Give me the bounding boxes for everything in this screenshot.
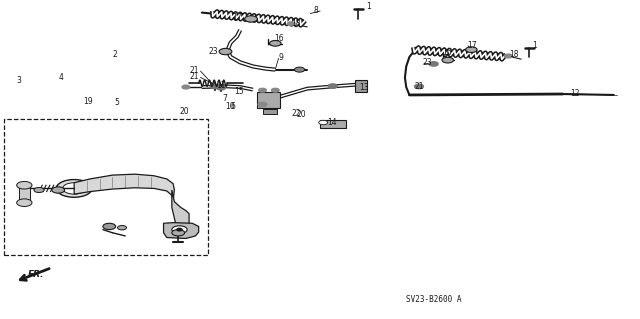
Text: 5: 5 <box>115 98 119 107</box>
Circle shape <box>328 84 337 88</box>
Circle shape <box>216 85 225 90</box>
Circle shape <box>258 102 267 107</box>
Text: 4: 4 <box>58 73 63 82</box>
Bar <box>4 119 208 255</box>
Text: 9: 9 <box>278 53 284 63</box>
Text: 21: 21 <box>189 66 198 75</box>
Bar <box>19 185 30 203</box>
Text: 17: 17 <box>232 13 242 22</box>
Text: 1: 1 <box>366 2 371 11</box>
Text: 18: 18 <box>509 50 519 59</box>
Text: 7: 7 <box>223 94 227 103</box>
Text: 3: 3 <box>17 76 22 85</box>
Circle shape <box>210 84 219 89</box>
Text: 17: 17 <box>467 41 477 50</box>
Circle shape <box>415 84 424 89</box>
Circle shape <box>182 85 189 89</box>
Bar <box>320 120 346 128</box>
Circle shape <box>177 228 182 231</box>
Text: 11: 11 <box>216 81 225 90</box>
Text: 23: 23 <box>422 58 432 67</box>
Text: 12: 12 <box>570 89 580 98</box>
Circle shape <box>269 41 281 46</box>
Circle shape <box>504 54 512 58</box>
Circle shape <box>466 47 477 53</box>
Circle shape <box>118 226 127 230</box>
Text: 6: 6 <box>231 101 236 111</box>
Circle shape <box>52 187 65 193</box>
Text: 21: 21 <box>415 82 424 91</box>
Text: 22: 22 <box>291 108 301 117</box>
Text: 21: 21 <box>189 72 198 81</box>
Bar <box>355 80 367 93</box>
Text: 14: 14 <box>328 118 337 127</box>
Text: 19: 19 <box>84 97 93 106</box>
Text: 1: 1 <box>532 41 537 50</box>
Circle shape <box>56 180 92 197</box>
Circle shape <box>319 120 328 125</box>
Circle shape <box>172 230 184 236</box>
Circle shape <box>172 226 187 234</box>
Text: SV23-B2600 A: SV23-B2600 A <box>406 295 461 304</box>
Circle shape <box>34 188 44 193</box>
Bar <box>262 108 276 114</box>
Circle shape <box>244 16 257 22</box>
Circle shape <box>17 199 32 206</box>
Circle shape <box>271 88 279 92</box>
Polygon shape <box>164 223 198 239</box>
Bar <box>257 92 280 108</box>
Circle shape <box>294 67 305 72</box>
Text: 18: 18 <box>291 19 301 27</box>
Text: 16: 16 <box>443 48 452 57</box>
Circle shape <box>63 183 86 194</box>
Text: 20: 20 <box>296 110 306 119</box>
Polygon shape <box>172 190 189 230</box>
Text: 10: 10 <box>225 101 235 111</box>
Circle shape <box>17 182 32 189</box>
Circle shape <box>442 57 454 63</box>
Text: 13: 13 <box>360 83 369 92</box>
Circle shape <box>429 62 438 66</box>
Circle shape <box>287 22 295 26</box>
Circle shape <box>259 88 266 92</box>
Text: FR.: FR. <box>28 270 44 279</box>
Text: 15: 15 <box>234 87 243 96</box>
Circle shape <box>219 48 232 55</box>
Polygon shape <box>74 174 174 201</box>
Text: 2: 2 <box>113 50 117 59</box>
Text: 23: 23 <box>208 47 218 56</box>
Circle shape <box>103 223 116 230</box>
Text: 20: 20 <box>179 107 189 116</box>
Text: 16: 16 <box>274 34 284 43</box>
Text: 8: 8 <box>314 6 318 15</box>
